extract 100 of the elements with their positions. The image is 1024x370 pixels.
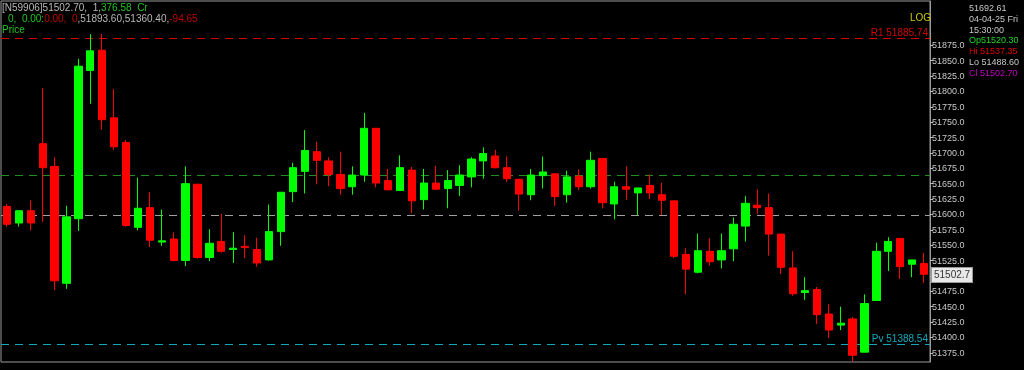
y-tick-label: 51400.0 [932, 332, 965, 343]
candlestick [420, 168, 428, 210]
y-tick-label: 51800.0 [932, 86, 965, 97]
candlestick [598, 157, 607, 209]
candlestick [479, 146, 487, 180]
candlestick [348, 165, 356, 196]
candlestick [324, 156, 333, 187]
candlestick [872, 242, 881, 301]
candlestick [860, 293, 869, 353]
y-tick-label: 51600.0 [932, 209, 965, 220]
text: Lo 51488.60 [969, 56, 1020, 68]
candlestick [896, 237, 904, 280]
y-tick-label: 51550.0 [932, 240, 965, 251]
y-tick-label: 51625.0 [932, 194, 965, 205]
candlestick [503, 156, 511, 183]
candlestick [789, 250, 797, 297]
candlestick [837, 306, 845, 331]
candlestick [491, 149, 499, 169]
annotation: Price [2, 24, 25, 35]
candlestick [170, 231, 178, 262]
candlestick [717, 232, 726, 270]
candlestick [86, 33, 94, 105]
y-tick-label: 51725.0 [932, 132, 965, 143]
candlestick [74, 58, 83, 232]
annotation: 376.58 Cr [101, 2, 148, 13]
candlestick [825, 303, 833, 339]
y-tick-label: 51575.0 [932, 224, 965, 235]
candlestick [658, 182, 666, 216]
text: 04-04-25 Fri [969, 13, 1020, 25]
candlestick [729, 216, 738, 262]
candlestick [706, 237, 714, 266]
candlestick [610, 181, 618, 220]
annotation: -94.65 [169, 13, 198, 24]
text: Op51520.30 [969, 35, 1020, 47]
candlestick [15, 210, 23, 228]
text: Cl 51502.70 [969, 67, 1019, 79]
candlestick [122, 139, 130, 228]
candlestick [884, 236, 892, 272]
candlestick [467, 156, 476, 188]
candlestick [39, 87, 47, 223]
y-tick-label: 51475.0 [932, 286, 965, 297]
y-tick-label: 51700.0 [932, 147, 965, 158]
candlestick [765, 192, 773, 257]
y-tick-label: 51525.0 [932, 255, 965, 266]
candlestick [181, 165, 190, 267]
candlestick [277, 191, 285, 247]
candlestick [575, 169, 583, 191]
text: 15:30:00 [969, 24, 1006, 36]
candlestick [193, 183, 202, 260]
candlestick [539, 156, 547, 190]
candlestick [777, 233, 785, 275]
candlestick [384, 168, 392, 191]
candlestick [134, 177, 142, 231]
candlestick [563, 170, 571, 204]
annotation: ,51893.60,51360.40, [77, 13, 170, 24]
text: 51692.61 [969, 3, 1008, 14]
candlestick [265, 204, 273, 262]
candlestick [455, 164, 464, 197]
y-tick-label: 51375.0 [932, 347, 965, 358]
candlestick [813, 286, 821, 325]
y-tick-label: 51425.0 [932, 317, 965, 328]
annotation: 0, 0.00: [8, 13, 45, 24]
ref-line-label: Pv 51388.54 [871, 332, 929, 344]
candlestick [622, 165, 630, 201]
candlestick [551, 172, 559, 207]
candlestick [62, 205, 71, 290]
candlestick [527, 168, 535, 201]
y-tick-label: 51850.0 [932, 55, 965, 66]
candlestick [241, 234, 249, 259]
candlestick [920, 252, 928, 284]
candlestick [801, 276, 809, 301]
candlestick [634, 187, 642, 216]
candlestick [670, 200, 678, 259]
y-tick-label: 51775.0 [932, 101, 965, 112]
candlestick [289, 162, 297, 203]
candlestick [741, 195, 750, 242]
candlestick [98, 33, 106, 131]
candlestick [515, 178, 523, 212]
y-tick-label: 51650.0 [932, 178, 965, 189]
candlestick [313, 141, 321, 185]
annotation: 51502.7 [931, 267, 974, 284]
candlestick [205, 228, 214, 262]
annotation: 0.00, 0 [44, 13, 78, 24]
candlestick [372, 127, 380, 188]
y-tick-label: 51875.0 [932, 40, 965, 51]
candlestick [694, 232, 702, 274]
candlestick [336, 151, 345, 196]
candlestick [682, 247, 690, 295]
candlestick [646, 173, 654, 200]
candlestick [301, 129, 309, 194]
candlestick [586, 151, 595, 190]
candlestick [229, 231, 237, 264]
candlestick [360, 112, 368, 183]
candlestick [27, 199, 35, 231]
candlestick [432, 165, 440, 191]
text: Hi 51537.35 [969, 46, 1019, 57]
candlestick [158, 208, 166, 247]
y-tick-label: 51675.0 [932, 163, 965, 174]
y-tick-label: 51750.0 [932, 117, 965, 128]
candlestick [848, 316, 857, 362]
